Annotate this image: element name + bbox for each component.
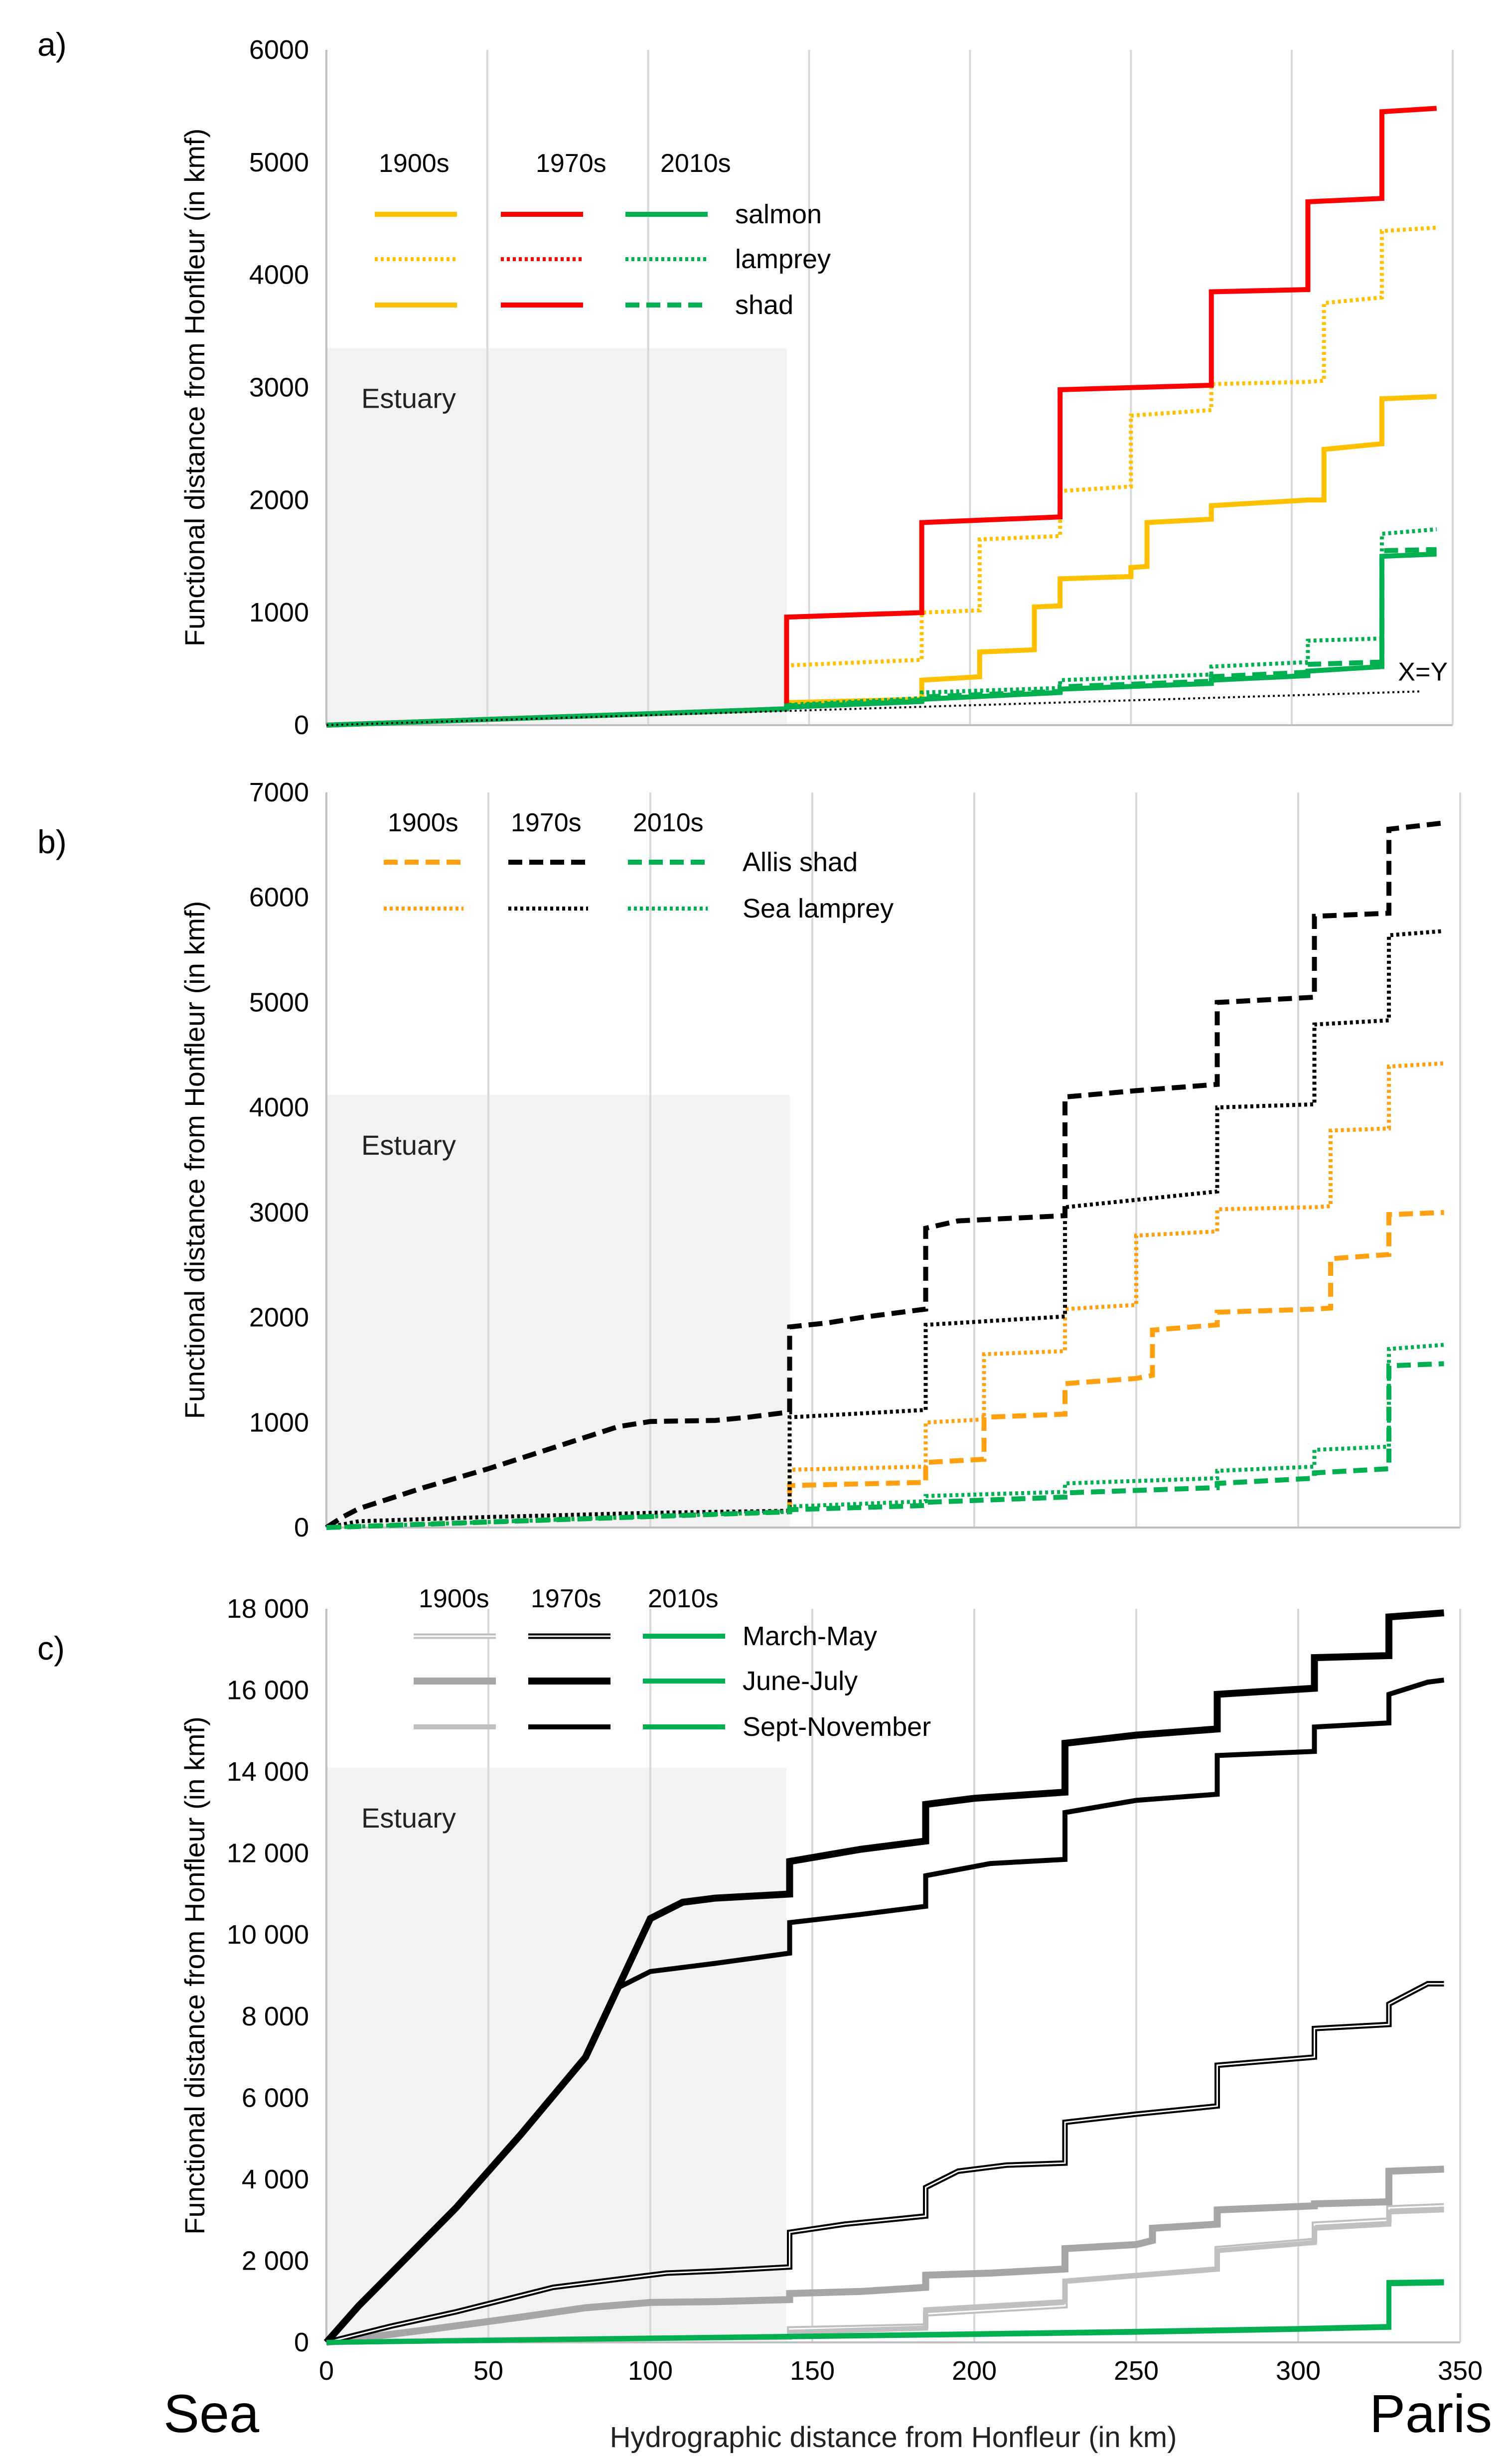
legend-column-header: 1970s — [531, 1584, 602, 1613]
x-tick-label: 250 — [1114, 2356, 1159, 2386]
legend-column-header: 2010s — [660, 149, 731, 178]
y-axis-label: Functional distance from Honfleur (in km… — [179, 129, 210, 647]
y-tick-label: 4000 — [249, 1092, 309, 1122]
y-tick-label: 0 — [294, 2327, 309, 2357]
y-tick-label: 3000 — [249, 373, 309, 403]
series-line-sept-november-2010s — [326, 2280, 1444, 2345]
panel-b: Estuary 0 1000 2000 3000 4000 5000 6000 7000 Func… — [179, 777, 1461, 1542]
estuary-region — [326, 348, 787, 725]
legend-column-header: 2010s — [633, 808, 704, 837]
y-tick-label: 0 — [294, 710, 309, 740]
y-tick-label: 1000 — [249, 1407, 309, 1437]
legend-row-label: March-May — [743, 1621, 877, 1651]
series-line-sea-lamprey-1970s — [326, 929, 1444, 1530]
y-tick-label: 0 — [294, 1513, 309, 1542]
y-tick-label: 14 000 — [227, 1757, 309, 1787]
y-tick-label: 3000 — [249, 1198, 309, 1228]
y-tick-label: 4000 — [249, 260, 309, 290]
series-line-june-july-1900s — [326, 2165, 1444, 2346]
endpoint-paris: Paris — [1369, 2383, 1492, 2444]
y-tick-label: 2000 — [249, 1303, 309, 1333]
legend-column-header: 1900s — [379, 149, 450, 178]
y-axis-label: Functional distance from Honfleur (in km… — [179, 901, 210, 1419]
estuary-region — [326, 1767, 786, 2342]
y-tick-label: 5000 — [249, 148, 309, 177]
series-line-march-may-1970s-inner — [326, 1983, 1444, 2343]
series-line-sept-november-1970s — [324, 1678, 1445, 2344]
y-tick-label: 6000 — [249, 883, 309, 913]
x-tick-label: 200 — [952, 2356, 997, 2386]
panel-label-a: a) — [37, 26, 67, 63]
legend-row-label: shad — [735, 290, 793, 320]
panel-label-c: c) — [37, 1630, 65, 1667]
estuary-label: Estuary — [361, 1129, 456, 1161]
annotation-x-equals-y: X=Y — [1398, 657, 1448, 686]
y-tick-label: 16 000 — [227, 1676, 309, 1705]
y-tick-label: 10 000 — [227, 1920, 309, 1950]
y-tick-label: 2000 — [249, 485, 309, 515]
x-axis-label: Hydrographic distance from Honfleur (in … — [610, 2421, 1177, 2454]
legend-row-label: June-July — [743, 1666, 858, 1696]
series-line-allis-shad-1900s — [326, 1210, 1444, 1530]
legend-row-label: Sea lamprey — [743, 894, 894, 923]
x-tick-label: 100 — [628, 2356, 673, 2386]
series-line-salmon-1970s — [326, 106, 1437, 728]
legend-row-label: lamprey — [735, 244, 831, 274]
y-tick-label: 1000 — [249, 598, 309, 627]
y-tick-label: 8 000 — [242, 2001, 309, 2031]
series-line-sea-lamprey-2010s — [326, 1343, 1444, 1530]
y-tick-label: 4 000 — [242, 2164, 309, 2194]
y-tick-label: 6000 — [249, 35, 309, 65]
estuary-label: Estuary — [361, 382, 456, 414]
legend-row-label: Allis shad — [743, 847, 858, 877]
legend-column-header: 1970s — [536, 149, 606, 178]
y-tick-label: 2 000 — [242, 2246, 309, 2276]
x-tick-label: 150 — [790, 2356, 835, 2386]
panel-label-b: b) — [37, 823, 67, 860]
x-tick-label: 350 — [1438, 2356, 1483, 2386]
series-line-allis-shad-2010s — [326, 1361, 1444, 1530]
y-tick-label: 5000 — [249, 987, 309, 1017]
legend-column-header: 1900s — [388, 808, 458, 837]
y-tick-label: 6 000 — [242, 2083, 309, 2113]
x-tick-label: 0 — [319, 2356, 334, 2386]
y-tick-label: 12 000 — [227, 1839, 309, 1868]
series-line-x-y — [326, 690, 1421, 726]
y-axis-label: Functional distance from Honfleur (in km… — [179, 1716, 210, 2235]
legend-column-header: 1900s — [419, 1584, 489, 1613]
panel-a: Estuary 0 1000 2000 3000 4000 5000 6000 Function… — [179, 35, 1454, 740]
series-line-sea-lamprey-1900s — [326, 1061, 1444, 1530]
estuary-label: Estuary — [361, 1802, 456, 1834]
x-tick-label: 300 — [1276, 2356, 1321, 2386]
legend-row-label: Sept-November — [743, 1712, 931, 1742]
estuary-region — [326, 1094, 790, 1528]
legend-column-header: 1970s — [511, 808, 582, 837]
legend-row-label: salmon — [735, 199, 822, 229]
series-line-allis-shad-1970s — [325, 820, 1445, 1530]
y-tick-label: 18 000 — [227, 1594, 309, 1624]
panel-c: Estuary 0 2 000 4 000 6 000 8 000 10 000 12 000… — [179, 1584, 1483, 2454]
series-line-lamprey-1900s — [326, 225, 1437, 727]
x-tick-label: 50 — [473, 2356, 503, 2386]
series-line-shad-2010s — [326, 547, 1437, 728]
legend-column-header: 2010s — [648, 1584, 719, 1613]
y-tick-label: 7000 — [249, 777, 309, 807]
endpoint-sea: Sea — [163, 2383, 260, 2444]
